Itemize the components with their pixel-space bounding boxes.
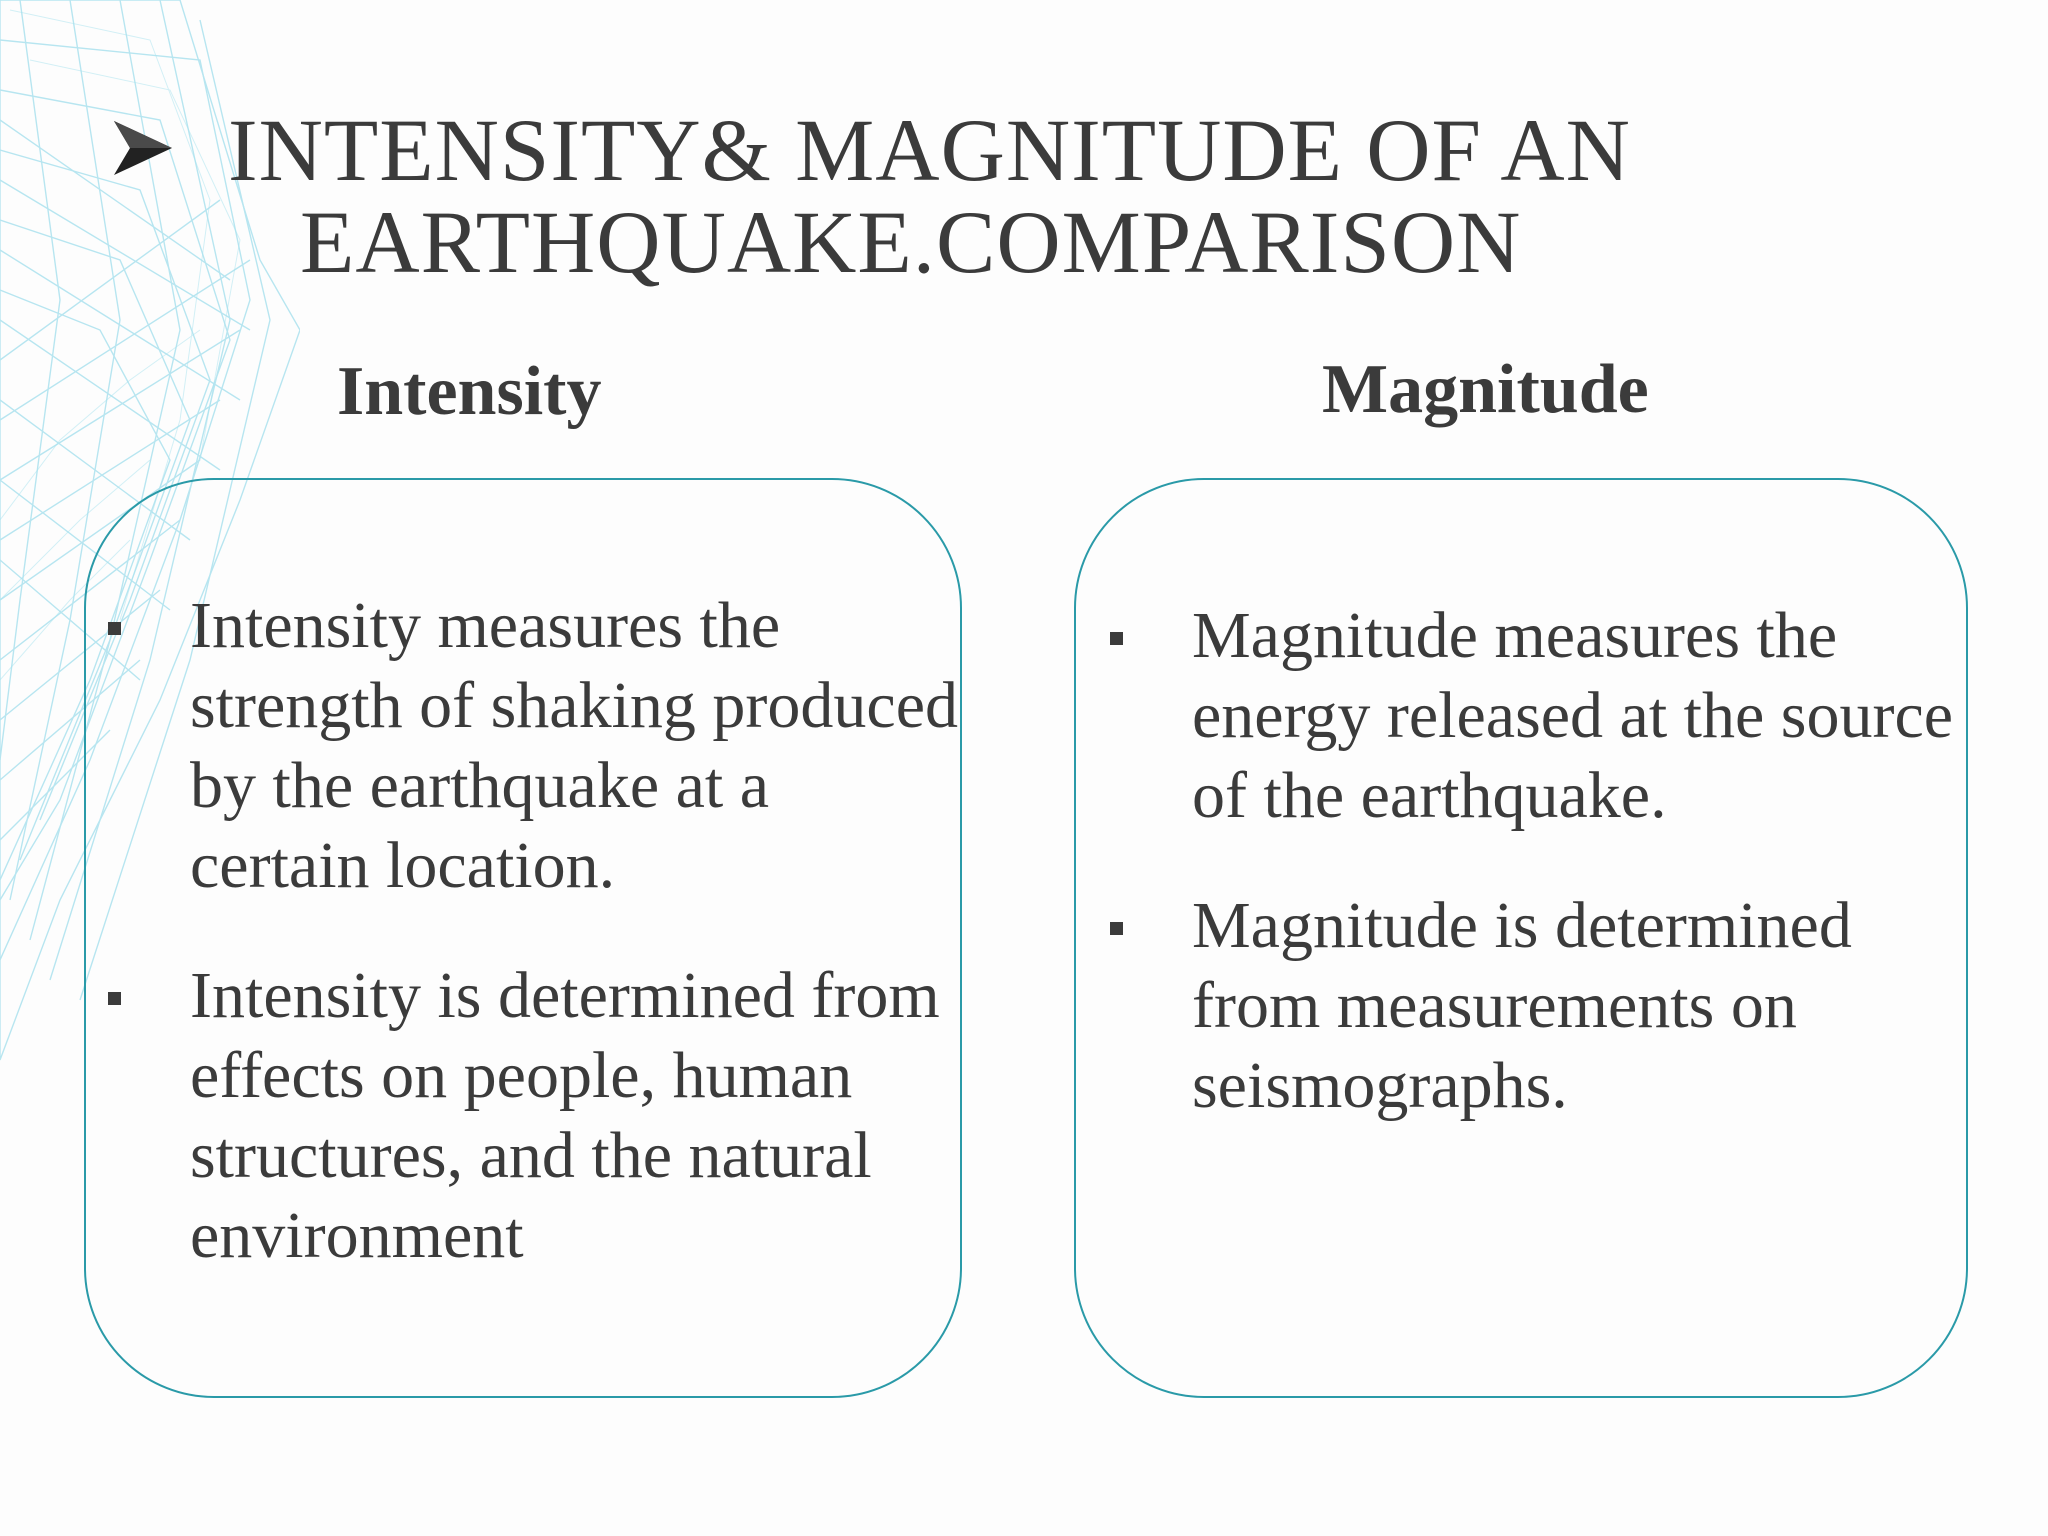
arrowhead-bullet-icon xyxy=(114,121,172,175)
magnitude-heading: Magnitude xyxy=(1322,351,1649,428)
slide-title: INTENSITY& MAGNITUDE OF AN EARTHQUAKE.CO… xyxy=(110,105,1910,289)
magnitude-bullet-text: Magnitude is determined from measurement… xyxy=(1192,889,1852,1122)
square-bullet-icon xyxy=(108,622,121,635)
title-line-1: INTENSITY& MAGNITUDE OF AN xyxy=(228,102,1631,200)
intensity-bullet-list: Intensity measures the strength of shaki… xyxy=(108,586,958,1276)
square-bullet-icon xyxy=(1110,922,1123,935)
square-bullet-icon xyxy=(1110,632,1123,645)
list-item: Intensity measures the strength of shaki… xyxy=(108,586,958,906)
square-bullet-icon xyxy=(108,992,121,1005)
magnitude-bullet-text: Magnitude measures the energy released a… xyxy=(1192,599,1954,832)
magnitude-bullet-list: Magnitude measures the energy released a… xyxy=(1110,596,1960,1126)
intensity-card xyxy=(84,478,962,1398)
list-item: Magnitude measures the energy released a… xyxy=(1110,596,1960,836)
list-item: Intensity is determined from effects on … xyxy=(108,956,958,1276)
intensity-heading: Intensity xyxy=(337,353,602,430)
list-item: Magnitude is determined from measurement… xyxy=(1110,886,1960,1126)
intensity-bullet-text: Intensity measures the strength of shaki… xyxy=(190,589,958,902)
intensity-bullet-text: Intensity is determined from effects on … xyxy=(190,959,940,1272)
title-line-2: EARTHQUAKE.COMPARISON xyxy=(300,194,1522,292)
magnitude-card xyxy=(1074,478,1968,1398)
